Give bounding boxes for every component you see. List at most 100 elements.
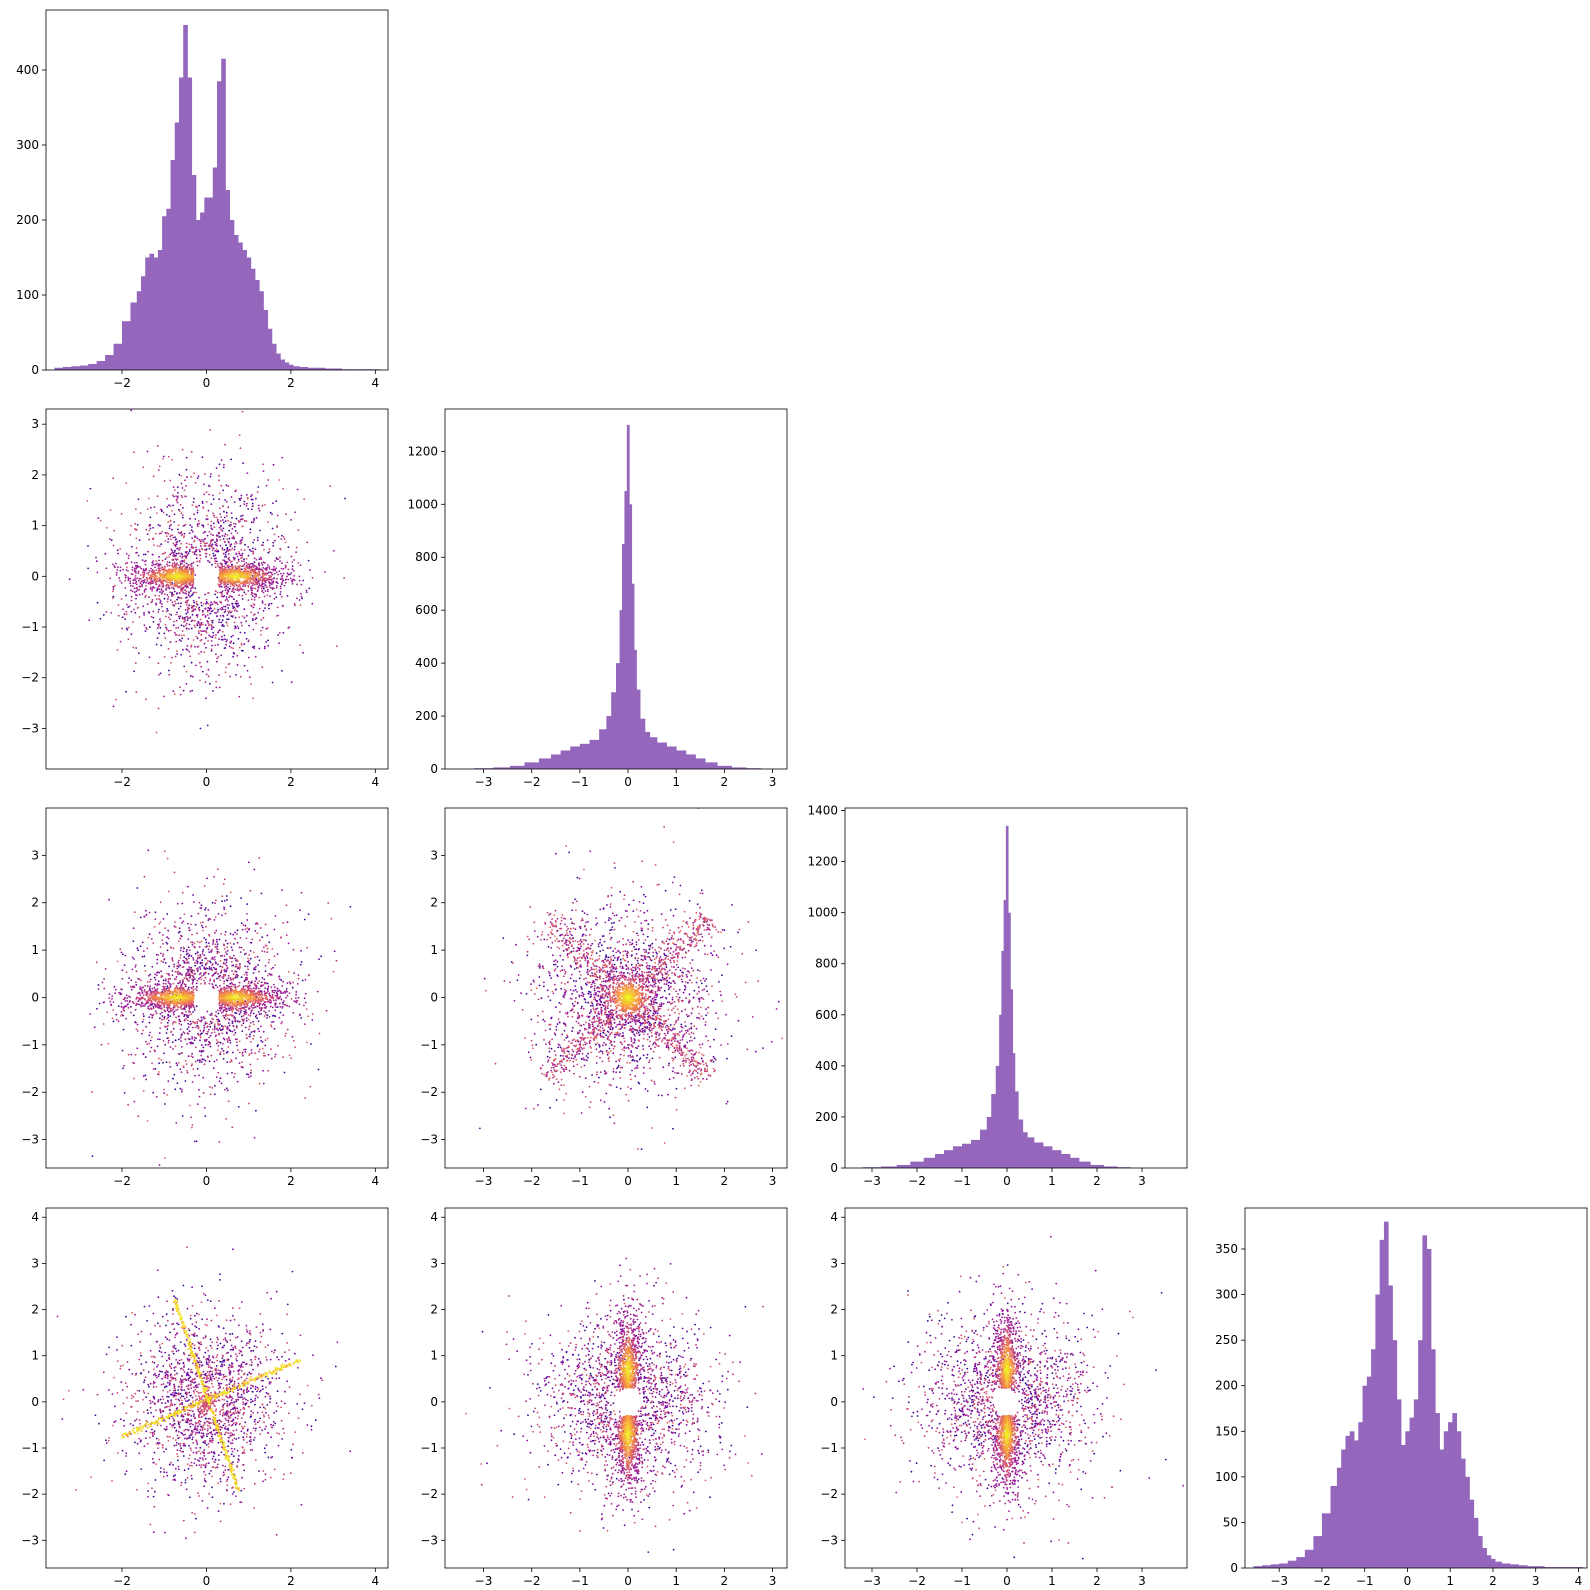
scatter-point xyxy=(225,964,228,967)
scatter-point xyxy=(166,594,169,596)
scatter-point xyxy=(180,634,183,637)
scatter-point xyxy=(168,525,171,527)
scatter-point xyxy=(217,1029,220,1032)
scatter-point xyxy=(127,554,130,557)
scatter-point xyxy=(165,570,167,572)
scatter-point xyxy=(156,958,159,961)
scatter-point xyxy=(214,590,217,593)
scatter-point xyxy=(227,1089,229,1092)
scatter-point xyxy=(91,1091,93,1093)
scatter-point xyxy=(158,625,160,628)
scatter-point xyxy=(196,511,199,514)
scatter-point xyxy=(230,580,233,582)
scatter-point xyxy=(214,554,216,557)
scatter-point xyxy=(129,577,132,580)
scatter-point xyxy=(164,579,167,581)
scatter-point xyxy=(179,949,182,952)
scatter-point xyxy=(198,632,200,634)
scatter-point xyxy=(247,554,250,557)
scatter-point xyxy=(194,608,196,611)
scatter-point xyxy=(233,609,236,612)
scatter-point xyxy=(226,560,229,563)
scatter-point xyxy=(186,971,189,974)
scatter-point xyxy=(195,557,198,560)
scatter-point xyxy=(126,1000,129,1002)
scatter-point xyxy=(244,965,246,968)
scatter-point xyxy=(162,455,165,458)
scatter-point xyxy=(187,1037,190,1040)
scatter-point xyxy=(131,569,134,571)
scatter-point xyxy=(154,1067,157,1070)
histogram-bar xyxy=(676,750,687,769)
scatter-point xyxy=(205,962,208,965)
scatter-point xyxy=(299,644,302,646)
scatter-point xyxy=(252,521,255,524)
scatter-point xyxy=(253,1136,256,1139)
scatter-point xyxy=(203,493,206,496)
scatter-point xyxy=(281,534,283,537)
scatter-point xyxy=(195,505,197,508)
scatter-point xyxy=(185,586,188,589)
scatter-point xyxy=(208,485,211,488)
scatter-point xyxy=(227,485,230,487)
scatter-point xyxy=(166,608,169,610)
scatter-point xyxy=(263,548,265,551)
scatter-point xyxy=(195,1005,198,1008)
scatter-point xyxy=(248,624,251,627)
scatter-point xyxy=(135,583,138,586)
scatter-point xyxy=(96,1007,98,1010)
scatter-point xyxy=(123,1006,126,1009)
scatter-point xyxy=(246,930,249,933)
scatter-point xyxy=(159,563,161,566)
scatter-point xyxy=(234,602,237,605)
scatter-point xyxy=(290,572,293,574)
scatter-point xyxy=(292,570,295,572)
scatter-point xyxy=(158,465,161,468)
scatter-point xyxy=(273,568,275,570)
scatter-point xyxy=(175,541,178,543)
scatter-point xyxy=(278,976,280,978)
scatter-point xyxy=(196,615,199,618)
scatter-point xyxy=(222,552,225,555)
scatter-point xyxy=(194,1060,197,1063)
scatter-point xyxy=(139,512,142,514)
scatter-point xyxy=(167,598,169,600)
scatter-point xyxy=(173,489,176,491)
scatter-point xyxy=(298,1003,301,1006)
scatter-point xyxy=(158,632,161,635)
scatter-point xyxy=(179,615,182,618)
scatter-point xyxy=(184,589,187,592)
scatter-point xyxy=(145,588,147,590)
scatter-point xyxy=(185,648,188,651)
scatter-point xyxy=(148,974,150,977)
scatter-point xyxy=(195,614,198,617)
scatter-point xyxy=(163,569,165,572)
histogram-bar xyxy=(631,583,635,769)
scatter-point xyxy=(244,543,247,546)
scatter-point xyxy=(202,1058,205,1061)
scatter-point xyxy=(225,1087,228,1090)
scatter-point xyxy=(241,536,244,539)
scatter-point xyxy=(232,522,235,525)
scatter-point xyxy=(148,626,151,628)
scatter-point xyxy=(225,544,227,547)
scatter-point xyxy=(217,1012,220,1015)
scatter-point xyxy=(138,593,141,596)
scatter-point xyxy=(185,485,187,487)
scatter-point xyxy=(118,577,121,580)
scatter-point xyxy=(246,502,248,505)
scatter-point xyxy=(201,961,204,964)
histogram-bar xyxy=(105,355,114,370)
scatter-point xyxy=(148,571,150,574)
scatter-point xyxy=(335,645,338,648)
scatter-point xyxy=(219,1053,221,1055)
scatter-point xyxy=(254,1006,257,1009)
scatter-point xyxy=(129,999,131,1002)
scatter-point xyxy=(207,942,210,944)
scatter-point xyxy=(167,1013,170,1016)
scatter-point xyxy=(130,573,133,575)
scatter-point xyxy=(230,532,233,535)
scatter-point xyxy=(171,494,174,496)
histogram-bar xyxy=(174,122,180,370)
scatter-point xyxy=(223,900,226,902)
